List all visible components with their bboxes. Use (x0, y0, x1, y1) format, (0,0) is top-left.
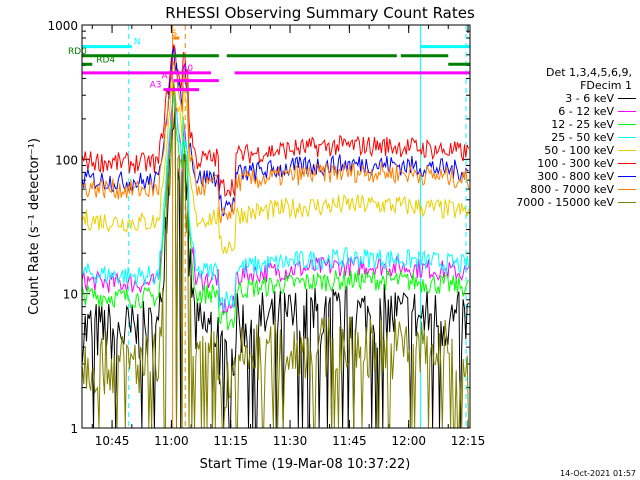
series-line (81, 88, 470, 331)
legend-entry: 50 - 100 keV (480, 144, 636, 157)
x-tick-label: 11:15 (213, 434, 248, 448)
series-line (81, 44, 470, 197)
flag-label: RD0 (68, 47, 87, 57)
series-line (81, 100, 470, 429)
flag-label: N (134, 38, 141, 48)
legend-entry: 300 - 800 keV (480, 170, 636, 183)
timestamp: 14-Oct-2021 01:57 (560, 469, 636, 478)
legend-swatch (618, 98, 636, 99)
series-line (81, 94, 470, 315)
series-line (81, 94, 470, 312)
x-tick-label: 12:00 (391, 434, 426, 448)
legend-entry: 25 - 50 keV (480, 131, 636, 144)
legend-label: 12 - 25 keV (551, 118, 614, 131)
legend-label: 100 - 300 keV (537, 157, 614, 170)
legend-label: 7000 - 15000 keV (516, 196, 614, 209)
series-line (82, 61, 470, 224)
x-tick-label: 10:45 (95, 434, 130, 448)
legend-swatch (618, 202, 636, 203)
x-tick-label: 11:45 (332, 434, 367, 448)
series-line (81, 82, 470, 255)
legend-swatch (618, 163, 636, 164)
y-tick-label: 100 (55, 153, 78, 167)
series-line (81, 82, 470, 429)
flag-label: A0 (181, 64, 193, 74)
y-axis-label: Count Rate (s⁻¹ detector⁻¹) (27, 138, 42, 315)
x-axis-label: Start Time (19-Mar-08 10:37:22) (200, 457, 411, 472)
legend-entry: 12 - 25 keV (480, 118, 636, 131)
legend-entry: 800 - 7000 keV (480, 183, 636, 196)
legend-label: 25 - 50 keV (551, 131, 614, 144)
legend-swatch (618, 124, 636, 125)
flag-label: A1 (161, 72, 173, 82)
legend-header-2: FDecim 1 (580, 79, 632, 92)
x-tick-label: 11:00 (154, 434, 189, 448)
legend-swatch (618, 137, 636, 138)
legend-header-1: Det 1,3,4,5,6,9, (545, 66, 632, 79)
chart-title: RHESSI Observing Summary Count Rates (165, 4, 475, 22)
x-tick-label: 11:30 (273, 434, 308, 448)
plot-frame (81, 24, 471, 429)
legend-entry: 6 - 12 keV (480, 105, 636, 118)
legend-swatch (618, 189, 636, 190)
legend-entry: 100 - 300 keV (480, 157, 636, 170)
flag-label: RD4 (96, 55, 115, 65)
legend-entry: 7000 - 15000 keV (480, 196, 636, 209)
flag-label: S (171, 29, 177, 39)
legend-label: 300 - 800 keV (537, 170, 614, 183)
flag-label: A3 (150, 81, 162, 91)
legend-swatch (618, 150, 636, 151)
legend: Det 1,3,4,5,6,9, FDecim 1 3 - 6 keV 6 - 1… (480, 66, 636, 209)
legend-label: 6 - 12 keV (558, 105, 614, 118)
legend-entry: 3 - 6 keV (480, 92, 636, 105)
series-line (81, 46, 469, 217)
x-tick-label: 12:15 (451, 434, 486, 448)
legend-swatch (618, 111, 636, 112)
y-tick-label: 1 (70, 422, 78, 436)
legend-label: 800 - 7000 keV (530, 183, 614, 196)
legend-label: 3 - 6 keV (565, 92, 614, 105)
legend-label: 50 - 100 keV (544, 144, 614, 157)
y-tick-label: 10 (63, 288, 78, 302)
legend-swatch (618, 176, 636, 177)
y-tick-label: 1000 (47, 19, 78, 33)
